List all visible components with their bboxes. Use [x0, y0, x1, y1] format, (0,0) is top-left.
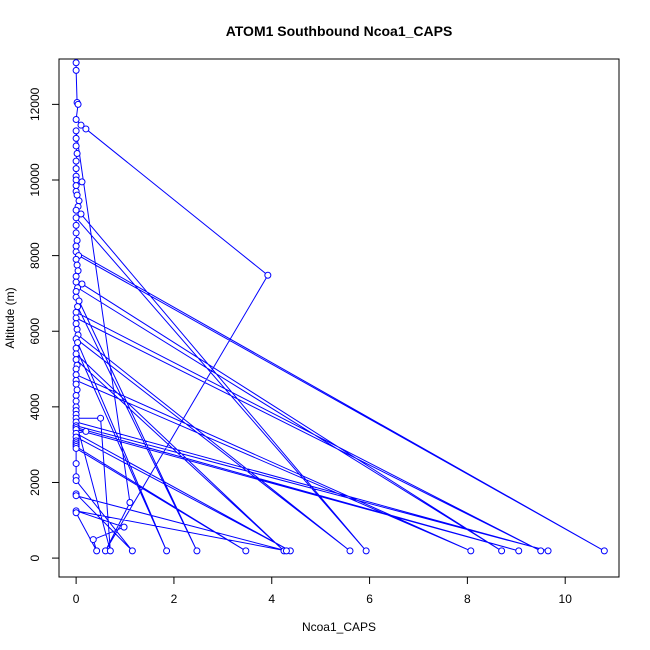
- data-point: [74, 100, 82, 108]
- data-point: [73, 386, 81, 394]
- data-point: [498, 547, 506, 555]
- x-tick-label: 6: [366, 592, 373, 606]
- data-point: [126, 499, 134, 507]
- data-point: [72, 278, 80, 286]
- data-point: [72, 371, 80, 379]
- y-tick-label: 0: [28, 554, 42, 561]
- data-point: [72, 288, 80, 296]
- data-point: [73, 325, 81, 333]
- data-point: [193, 547, 201, 555]
- data-point: [72, 320, 80, 328]
- data-point: [72, 477, 80, 485]
- data-point: [467, 547, 475, 555]
- data-point: [72, 397, 80, 405]
- data-point: [72, 255, 80, 263]
- x-axis: 0 2 4 6 8 10: [73, 576, 573, 606]
- y-tick-label: 12000: [28, 87, 42, 121]
- data-point: [72, 59, 80, 67]
- data-point: [72, 242, 80, 250]
- data-point: [346, 547, 354, 555]
- y-tick-label: 8000: [28, 242, 42, 269]
- data-point: [74, 303, 82, 311]
- x-tick-label: 4: [268, 592, 275, 606]
- data-point: [120, 523, 128, 531]
- x-tick-label: 0: [73, 592, 80, 606]
- data-point: [72, 116, 80, 123]
- data-point: [106, 547, 114, 555]
- chart-title: ATOM1 Southbound Ncoa1_CAPS: [226, 23, 453, 39]
- data-point: [74, 267, 82, 275]
- data-point: [515, 547, 523, 555]
- data-point: [78, 280, 86, 288]
- data-point: [72, 492, 80, 500]
- data-point: [72, 66, 80, 74]
- data-point: [72, 134, 80, 142]
- data-point: [73, 236, 81, 244]
- x-tick-label: 2: [171, 592, 178, 606]
- y-tick-label: 10000: [28, 163, 42, 197]
- x-tick-label: 10: [559, 592, 573, 606]
- data-point: [544, 547, 552, 555]
- data-point: [362, 547, 370, 555]
- data-point: [75, 297, 83, 305]
- data-point: [77, 210, 85, 218]
- data-point: [72, 221, 80, 229]
- series-points: [72, 59, 608, 555]
- data-point: [72, 356, 80, 364]
- data-point: [72, 308, 80, 316]
- data-point: [89, 536, 97, 544]
- data-point: [242, 547, 250, 555]
- data-point: [72, 142, 80, 150]
- data-point: [72, 165, 80, 173]
- data-point: [72, 127, 80, 135]
- data-point: [72, 176, 80, 184]
- data-point: [74, 339, 82, 347]
- data-point: [264, 271, 272, 279]
- x-axis-label: Ncoa1_CAPS: [302, 620, 376, 634]
- data-point: [282, 547, 290, 555]
- data-point: [600, 547, 608, 555]
- data-point: [72, 509, 80, 517]
- data-point: [73, 191, 81, 199]
- data-point: [72, 380, 80, 388]
- data-point: [72, 206, 80, 214]
- y-tick-label: 4000: [28, 393, 42, 420]
- data-point: [72, 365, 80, 373]
- data-point: [72, 214, 80, 222]
- data-point: [82, 125, 90, 133]
- data-point: [73, 150, 81, 158]
- data-point: [75, 197, 83, 205]
- data-point: [72, 272, 80, 280]
- data-point: [78, 178, 86, 186]
- data-point: [72, 344, 80, 352]
- x-tick-label: 8: [464, 592, 471, 606]
- data-point: [163, 547, 171, 555]
- data-point: [72, 350, 80, 358]
- data-point: [72, 392, 80, 400]
- data-point: [72, 314, 80, 322]
- data-point: [93, 547, 101, 555]
- data-point: [72, 444, 80, 452]
- data-point: [72, 182, 80, 190]
- y-tick-label: 2000: [28, 469, 42, 496]
- data-point: [72, 460, 80, 468]
- data-point: [72, 229, 80, 237]
- y-axis: 0 2000 4000 6000 8000 10000 12000: [28, 87, 60, 561]
- data-point: [82, 427, 90, 435]
- data-point: [77, 121, 85, 129]
- y-axis-label: Altitude (m): [3, 287, 17, 348]
- data-point: [128, 547, 136, 555]
- y-tick-label: 6000: [28, 318, 42, 345]
- data-point: [73, 261, 81, 269]
- data-point: [537, 547, 545, 555]
- data-point: [72, 157, 80, 165]
- data-point: [97, 414, 105, 422]
